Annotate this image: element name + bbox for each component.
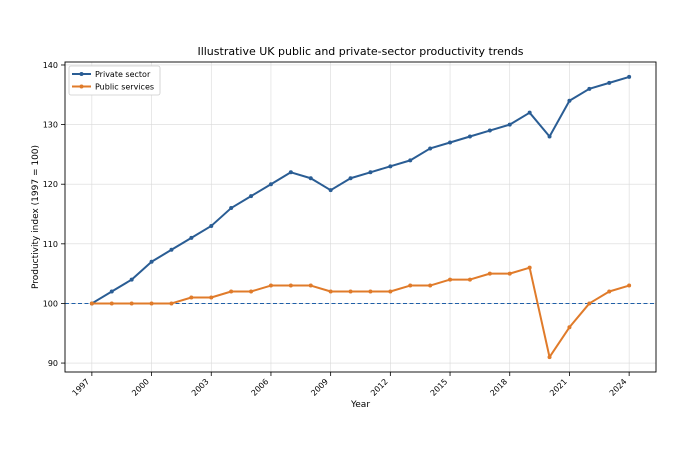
legend-marker-public-services <box>79 84 84 89</box>
data-point-public-services <box>109 301 114 306</box>
y-tick-label: 110 <box>43 240 58 249</box>
data-point-private-sector <box>169 247 174 252</box>
data-point-public-services <box>288 283 293 288</box>
data-point-private-sector <box>547 134 552 139</box>
series-layer <box>89 74 632 360</box>
data-point-public-services <box>189 295 194 300</box>
data-point-public-services <box>388 289 393 294</box>
data-point-private-sector <box>209 223 214 228</box>
y-axis: 90 100 110 120 130 140 <box>43 61 65 368</box>
data-point-private-sector <box>428 146 433 151</box>
data-point-private-sector <box>229 206 234 211</box>
data-point-private-sector <box>328 188 333 193</box>
series-line-public-services <box>91 266 630 359</box>
grid-lines <box>65 62 656 372</box>
data-point-private-sector <box>448 140 453 145</box>
data-point-public-services <box>249 289 254 294</box>
series-private-sector <box>89 74 632 306</box>
legend-label-public-services: Public services <box>95 83 154 92</box>
data-point-public-services <box>487 271 492 276</box>
data-point-private-sector <box>587 86 592 91</box>
data-point-public-services <box>149 301 154 306</box>
data-point-public-services <box>448 277 453 282</box>
data-point-private-sector <box>288 170 293 175</box>
data-point-private-sector <box>388 164 393 169</box>
data-point-public-services <box>169 301 174 306</box>
data-point-private-sector <box>527 110 532 115</box>
data-point-public-services <box>607 289 612 294</box>
data-point-private-sector <box>308 176 313 181</box>
y-tick-label: 130 <box>43 121 58 130</box>
data-point-private-sector <box>249 194 254 199</box>
data-point-private-sector <box>189 235 194 240</box>
data-point-private-sector <box>408 158 413 163</box>
legend: Private sector Public services <box>68 65 161 96</box>
data-point-public-services <box>348 289 353 294</box>
data-point-private-sector <box>268 182 273 187</box>
chart-title: Illustrative UK public and private-secto… <box>197 45 523 58</box>
legend-box <box>68 65 161 96</box>
y-axis-label: Productivity index (1997 = 100) <box>31 145 41 289</box>
data-point-public-services <box>328 289 333 294</box>
legend-marker-private-sector <box>79 72 84 76</box>
data-point-private-sector <box>348 176 353 181</box>
data-point-public-services <box>587 301 592 306</box>
data-point-private-sector <box>487 128 492 133</box>
data-point-public-services <box>567 325 572 330</box>
data-point-private-sector <box>627 74 632 79</box>
data-point-public-services <box>308 283 313 288</box>
y-tick-label: 120 <box>43 180 58 189</box>
data-point-public-services <box>428 283 433 288</box>
data-point-public-services <box>467 277 472 282</box>
data-point-public-services <box>209 295 214 300</box>
data-point-public-services <box>268 283 273 288</box>
data-point-public-services <box>507 271 512 276</box>
data-point-private-sector <box>149 259 154 264</box>
data-point-public-services <box>408 283 413 288</box>
data-point-public-services <box>368 289 373 294</box>
y-tick-label: 90 <box>48 359 58 368</box>
series-public-services <box>89 265 632 360</box>
y-tick-label: 100 <box>43 299 58 308</box>
data-point-public-services <box>89 301 94 306</box>
data-point-private-sector <box>129 277 134 282</box>
data-point-public-services <box>129 301 134 306</box>
data-point-private-sector <box>467 134 472 139</box>
data-point-private-sector <box>368 170 373 175</box>
x-axis-label: Year <box>350 400 370 410</box>
data-point-private-sector <box>507 122 512 127</box>
legend-label-private-sector: Private sector <box>95 70 151 79</box>
series-line-private-sector <box>91 75 630 305</box>
data-point-public-services <box>527 265 532 270</box>
plot-frame <box>64 61 657 373</box>
data-point-private-sector <box>567 98 572 103</box>
data-point-public-services <box>547 355 552 360</box>
data-point-public-services <box>627 283 632 288</box>
data-point-public-services <box>229 289 234 294</box>
y-tick-label: 140 <box>43 61 58 70</box>
data-point-private-sector <box>109 289 114 294</box>
data-point-private-sector <box>607 80 612 85</box>
